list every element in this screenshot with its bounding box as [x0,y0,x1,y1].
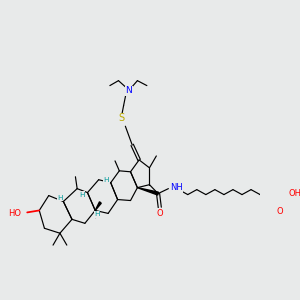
Text: N: N [125,86,132,95]
Polygon shape [95,202,101,210]
Text: H: H [94,212,100,218]
Polygon shape [137,188,158,195]
Text: HO: HO [8,209,21,218]
Text: NH: NH [170,183,183,192]
Text: H: H [104,177,109,183]
Text: S: S [119,113,125,123]
Text: H: H [57,195,63,201]
Text: H: H [80,192,85,198]
Text: O: O [277,207,283,216]
Text: OH: OH [289,189,300,198]
Text: O: O [157,209,163,218]
